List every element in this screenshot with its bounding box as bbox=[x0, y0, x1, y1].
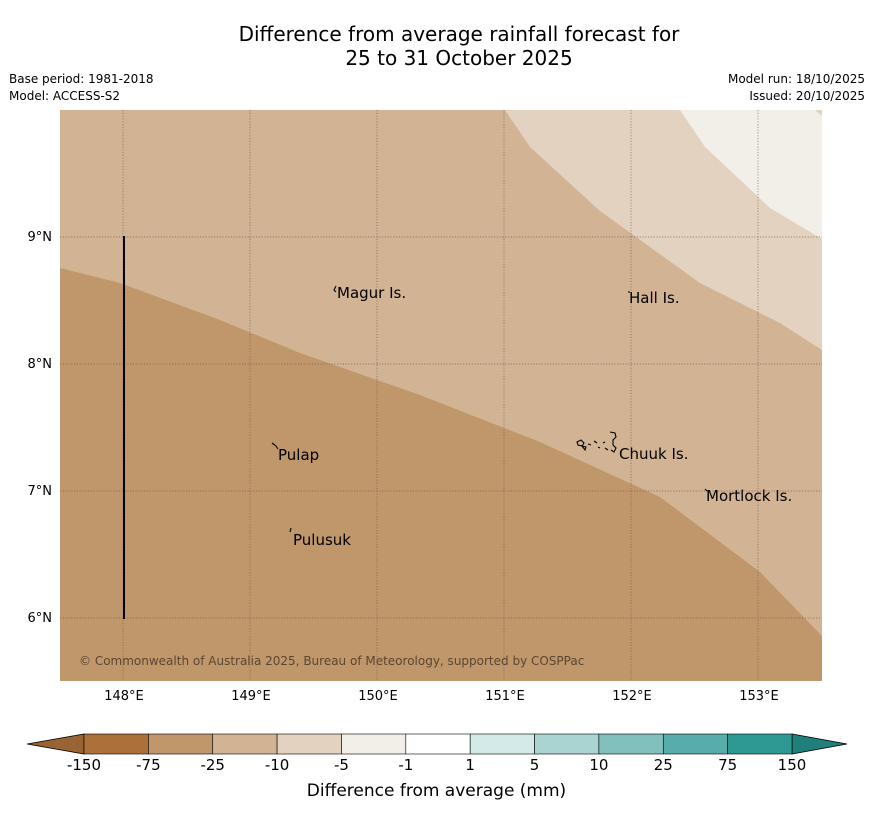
meta-left: Base period: 1981-2018 Model: ACCESS-S2 bbox=[9, 71, 154, 105]
base-period: Base period: 1981-2018 bbox=[9, 72, 154, 86]
label-pulusuk: Pulusuk bbox=[293, 531, 351, 549]
label-magur-is: Magur Is. bbox=[337, 284, 406, 302]
colorbar-tick-label: 75 bbox=[718, 756, 738, 774]
band-minus-25-to-10 bbox=[60, 110, 822, 636]
lon-label-148: 148°E bbox=[104, 689, 144, 704]
colorbar-swatch bbox=[662, 733, 728, 755]
island-outlines bbox=[271, 285, 708, 533]
colorbar-tick-label: 5 bbox=[529, 756, 540, 774]
colorbar-swatch bbox=[405, 733, 471, 755]
model-name: Model: ACCESS-S2 bbox=[9, 89, 121, 103]
issued-date: Issued: 20/10/2025 bbox=[749, 89, 865, 103]
colorbar-swatch bbox=[276, 733, 342, 755]
lon-axis-labels: 148°E 149°E 150°E 151°E 152°E 153°E bbox=[104, 689, 779, 704]
colorbar-swatch bbox=[212, 733, 278, 755]
map-plot-area: Magur Is. Hall Is. Pulap Chuuk Is. Mortl… bbox=[60, 110, 822, 681]
label-hall-is: Hall Is. bbox=[629, 289, 680, 307]
colorbar-under-arrow bbox=[26, 733, 85, 755]
lon-label-153: 153°E bbox=[739, 689, 779, 704]
chuuk-lagoon-islands bbox=[576, 431, 617, 453]
colorbar-swatch bbox=[727, 733, 793, 755]
colorbar-tick-label: -1 bbox=[398, 756, 414, 774]
lon-label-151: 151°E bbox=[485, 689, 525, 704]
colorbar-tick-label: -5 bbox=[333, 756, 349, 774]
lat-axis-labels: 6°N 7°N 8°N 9°N bbox=[28, 230, 53, 626]
colorbar-tick-label: 10 bbox=[589, 756, 609, 774]
colorbar-swatch bbox=[598, 733, 664, 755]
colorbar-swatches bbox=[83, 733, 793, 755]
meta-right: Model run: 18/10/2025 Issued: 20/10/2025 bbox=[728, 71, 865, 105]
colorbar-tick-label: 25 bbox=[653, 756, 673, 774]
colorbar-tick-label: 150 bbox=[777, 756, 807, 774]
place-labels: Magur Is. Hall Is. Pulap Chuuk Is. Mortl… bbox=[278, 284, 792, 549]
lon-label-152: 152°E bbox=[612, 689, 652, 704]
mortlock-island-shape bbox=[704, 488, 708, 492]
lat-label-9: 9°N bbox=[28, 230, 53, 245]
colorbar-tick-label: -150 bbox=[66, 756, 102, 774]
pulusuk-island-shape bbox=[289, 527, 292, 533]
lon-label-149: 149°E bbox=[231, 689, 271, 704]
model-run: Model run: 18/10/2025 bbox=[727, 72, 865, 86]
label-chuuk-is: Chuuk Is. bbox=[619, 445, 688, 463]
colorbar-swatch bbox=[83, 733, 149, 755]
lat-label-8: 8°N bbox=[28, 357, 53, 372]
colorbar-tick-label: -10 bbox=[264, 756, 290, 774]
colorbar-tick-label: -25 bbox=[200, 756, 225, 774]
label-mortlock-is: Mortlock Is. bbox=[706, 487, 792, 505]
title-line-2: 25 to 31 October 2025 bbox=[345, 46, 573, 70]
colorbar-swatch bbox=[469, 733, 535, 755]
colorbar-title: Difference from average (mm) bbox=[306, 781, 567, 801]
colorbar-swatch bbox=[148, 733, 214, 755]
lon-label-150: 150°E bbox=[358, 689, 398, 704]
pulap-island-shape bbox=[271, 442, 279, 450]
label-pulap: Pulap bbox=[278, 446, 319, 464]
colorbar-tick-label: 1 bbox=[465, 756, 475, 774]
magur-island-shape bbox=[333, 285, 337, 293]
band-minus-5-to-1 bbox=[680, 110, 822, 239]
colorbar-tick-label: -75 bbox=[136, 756, 161, 774]
lat-label-6: 6°N bbox=[28, 611, 53, 626]
chart-title: Difference from average rainfall forecas… bbox=[0, 22, 873, 70]
title-line-1: Difference from average rainfall forecas… bbox=[238, 22, 680, 46]
colorbar bbox=[26, 733, 848, 755]
gridlines bbox=[60, 110, 822, 681]
lat-label-7: 7°N bbox=[28, 484, 53, 499]
colorbar-swatch bbox=[341, 733, 407, 755]
colorbar-swatch bbox=[534, 733, 600, 755]
colorbar-over-arrow bbox=[791, 733, 848, 755]
copyright-notice: © Commonwealth of Australia 2025, Bureau… bbox=[79, 654, 584, 668]
